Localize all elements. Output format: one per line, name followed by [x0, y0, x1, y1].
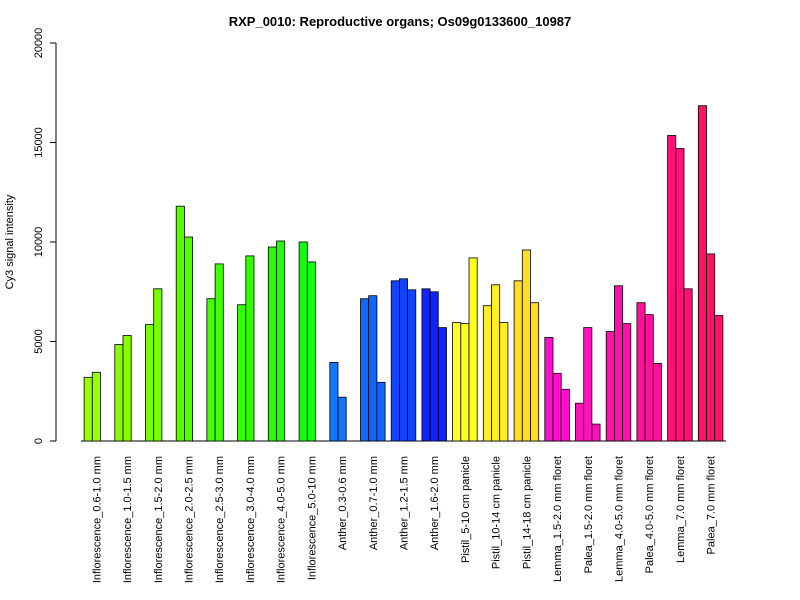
- category-label: Inflorescence_0.6-1.0 mm: [91, 456, 103, 583]
- bar: [298, 241, 308, 442]
- category-label: Pistil_10-14 cm panicle: [491, 456, 503, 569]
- bar: [145, 324, 155, 442]
- y-tick-label: 15000: [33, 127, 45, 158]
- bar: [360, 298, 370, 442]
- bar: [376, 381, 386, 442]
- category-label: Inflorescence_3.0-4.0 mm: [245, 456, 257, 583]
- category-label: Inflorescence_1.5-2.0 mm: [153, 456, 165, 583]
- category-label: Palea_4.0-5.0 mm floret: [644, 456, 656, 573]
- chart-title: RXP_0010: Reproductive organs; Os09g0133…: [229, 14, 572, 29]
- category-label: Anther_1.2-1.5 mm: [399, 456, 411, 550]
- bar: [237, 304, 247, 442]
- bar: [122, 335, 132, 442]
- bar: [667, 135, 677, 442]
- bar: [675, 148, 685, 442]
- category-label: Anther_0.3-0.6 mm: [337, 456, 349, 550]
- category-label: Palea_1.5-2.0 mm floret: [583, 456, 595, 573]
- bar: [390, 280, 400, 442]
- category-label: Pistil_14-18 cm panicle: [521, 456, 533, 569]
- bar: [460, 323, 470, 442]
- bar: [329, 361, 339, 442]
- bar: [552, 372, 562, 442]
- bar: [421, 288, 431, 442]
- category-label: Pistil_5-10 cm panicle: [460, 456, 472, 563]
- bar: [468, 257, 478, 442]
- y-axis: 0 5000 10000 15000 20000: [33, 28, 57, 444]
- bar: [245, 255, 255, 442]
- bar: [706, 253, 716, 442]
- bar: [214, 263, 224, 442]
- bar: [530, 302, 540, 442]
- bar: [337, 396, 347, 442]
- bars: [83, 105, 724, 442]
- category-label: Inflorescence_2.0-2.5 mm: [184, 456, 196, 583]
- y-tick-label: 20000: [33, 28, 45, 59]
- bar: [591, 423, 601, 442]
- bar: [622, 323, 632, 442]
- bar: [652, 362, 662, 442]
- y-tick-label: 0: [33, 438, 45, 444]
- bar: [452, 322, 462, 442]
- bar: [499, 322, 509, 442]
- category-label: Lemma_7.0 mm floret: [675, 456, 687, 563]
- bar: [605, 331, 615, 442]
- bar: [560, 388, 570, 442]
- bar: [482, 305, 492, 442]
- category-labels: Inflorescence_0.6-1.0 mm Inflorescence_1.…: [91, 456, 717, 583]
- bar: [683, 288, 693, 442]
- bar: [614, 285, 624, 442]
- bar: [206, 298, 216, 442]
- bar: [83, 376, 93, 442]
- bar: [697, 105, 707, 442]
- bar: [267, 246, 277, 442]
- category-label: Inflorescence_2.5-3.0 mm: [214, 456, 226, 583]
- category-label: Anther_1.6-2.0 mm: [429, 456, 441, 550]
- bar: [575, 402, 585, 442]
- category-label: Lemma_1.5-2.0 mm floret: [552, 456, 564, 582]
- y-tick-label: 5000: [33, 329, 45, 353]
- y-axis-label: Cy3 signal intensity: [4, 194, 16, 289]
- bar: [491, 284, 501, 442]
- bar: [91, 371, 101, 442]
- category-label: Inflorescence_4.0-5.0 mm: [276, 456, 288, 583]
- bar: [521, 249, 531, 442]
- bar: [429, 291, 439, 442]
- bar: [714, 315, 724, 442]
- bar: [153, 288, 163, 442]
- bar: [368, 295, 378, 442]
- bar: [583, 327, 593, 442]
- bar: [407, 289, 417, 442]
- bar: [306, 261, 316, 442]
- bar: [437, 327, 447, 442]
- y-tick-label: 10000: [33, 227, 45, 258]
- bar: [644, 314, 654, 442]
- category-label: Inflorescence_5.0-10 mm: [306, 456, 318, 580]
- category-label: Palea_7.0 mm floret: [706, 456, 718, 554]
- bar: [544, 337, 554, 442]
- bar: [398, 278, 408, 442]
- bar: [114, 344, 124, 442]
- bar: [175, 205, 185, 442]
- category-label: Inflorescence_1.0-1.5 mm: [122, 456, 134, 583]
- bar: [636, 302, 646, 442]
- category-label: Anther_0.7-1.0 mm: [368, 456, 380, 550]
- bar: [183, 236, 193, 442]
- bar: [513, 280, 523, 442]
- category-label: Lemma_4.0-5.0 mm floret: [614, 456, 626, 582]
- bar: [276, 240, 286, 442]
